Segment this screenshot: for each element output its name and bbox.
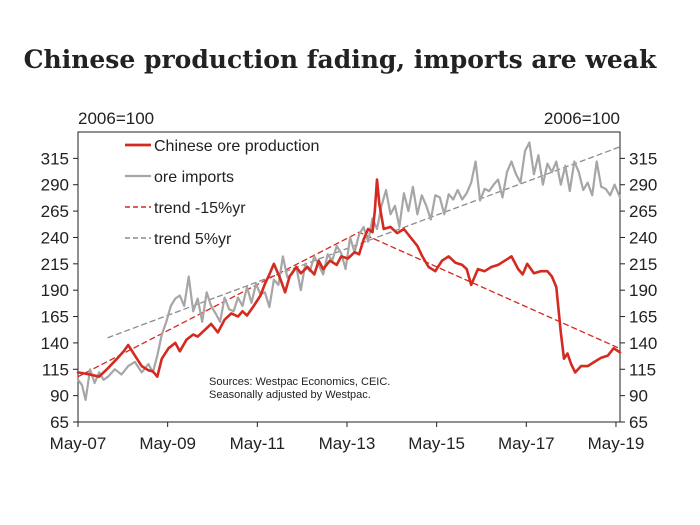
legend-label-trend-5-yr: trend 5%yr (154, 231, 232, 248)
left-tick-label: 265 (41, 202, 69, 221)
source-note-line: Sources: Westpac Economics, CEIC. (209, 376, 390, 388)
chart-title: Chinese production fading, imports are w… (24, 45, 657, 74)
left-tick-label: 215 (41, 255, 69, 274)
right-axis-unit: 2006=100 (544, 109, 620, 128)
right-tick-label: 140 (629, 334, 657, 353)
left-tick-label: 90 (50, 387, 69, 406)
left-axis: 65 90 115 140 165 190 215 240 265 290 315 (41, 149, 78, 432)
left-tick-label: 65 (50, 413, 69, 432)
right-tick-label: 165 (629, 308, 657, 327)
left-tick-label: 290 (41, 176, 69, 195)
source-note: Sources: Westpac Economics, CEIC.Seasona… (209, 376, 390, 401)
x-tick-label: May-13 (319, 434, 376, 453)
x-axis: May-07 May-09 May-11 May-13 May-15 May-17 May-… (50, 422, 645, 453)
right-tick-label: 190 (629, 281, 657, 300)
source-note-line: Seasonally adjusted by Westpac. (209, 389, 371, 401)
left-tick-label: 140 (41, 334, 69, 353)
plot-area (77, 131, 621, 423)
right-tick-label: 240 (629, 228, 657, 247)
x-tick-label: May-09 (139, 434, 196, 453)
series-line-chinese-ore-production (76, 178, 622, 378)
right-tick-label: 215 (629, 255, 657, 274)
x-tick-label: May-11 (230, 434, 285, 453)
left-tick-label: 190 (41, 281, 69, 300)
right-tick-label: 290 (629, 176, 657, 195)
left-axis-unit: 2006=100 (78, 109, 154, 128)
plot-border (77, 131, 621, 423)
x-tick-label: May-17 (498, 434, 555, 453)
legend-label-chinese-ore-production: Chinese ore production (154, 138, 319, 155)
left-tick-label: 240 (41, 228, 69, 247)
left-tick-label: 315 (41, 149, 69, 168)
x-tick-label: May-19 (588, 434, 645, 453)
left-tick-label: 165 (41, 308, 69, 327)
legend: Chinese ore production ore imports trend -… (125, 138, 319, 248)
x-tick-label: May-15 (408, 434, 465, 453)
right-tick-label: 315 (629, 149, 657, 168)
right-tick-label: 90 (629, 387, 648, 406)
right-axis: 65 90 115 140 165 190 215 240 265 290 315 (620, 149, 657, 432)
right-tick-label: 265 (629, 202, 657, 221)
legend-label-trend-15-yr: trend -15%yr (154, 200, 246, 217)
series-layer (76, 141, 622, 401)
left-tick-label: 115 (42, 360, 69, 379)
right-tick-label: 115 (629, 360, 656, 379)
right-tick-label: 65 (629, 413, 648, 432)
x-tick-label: May-07 (50, 434, 107, 453)
legend-label-ore-imports: ore imports (154, 169, 234, 186)
